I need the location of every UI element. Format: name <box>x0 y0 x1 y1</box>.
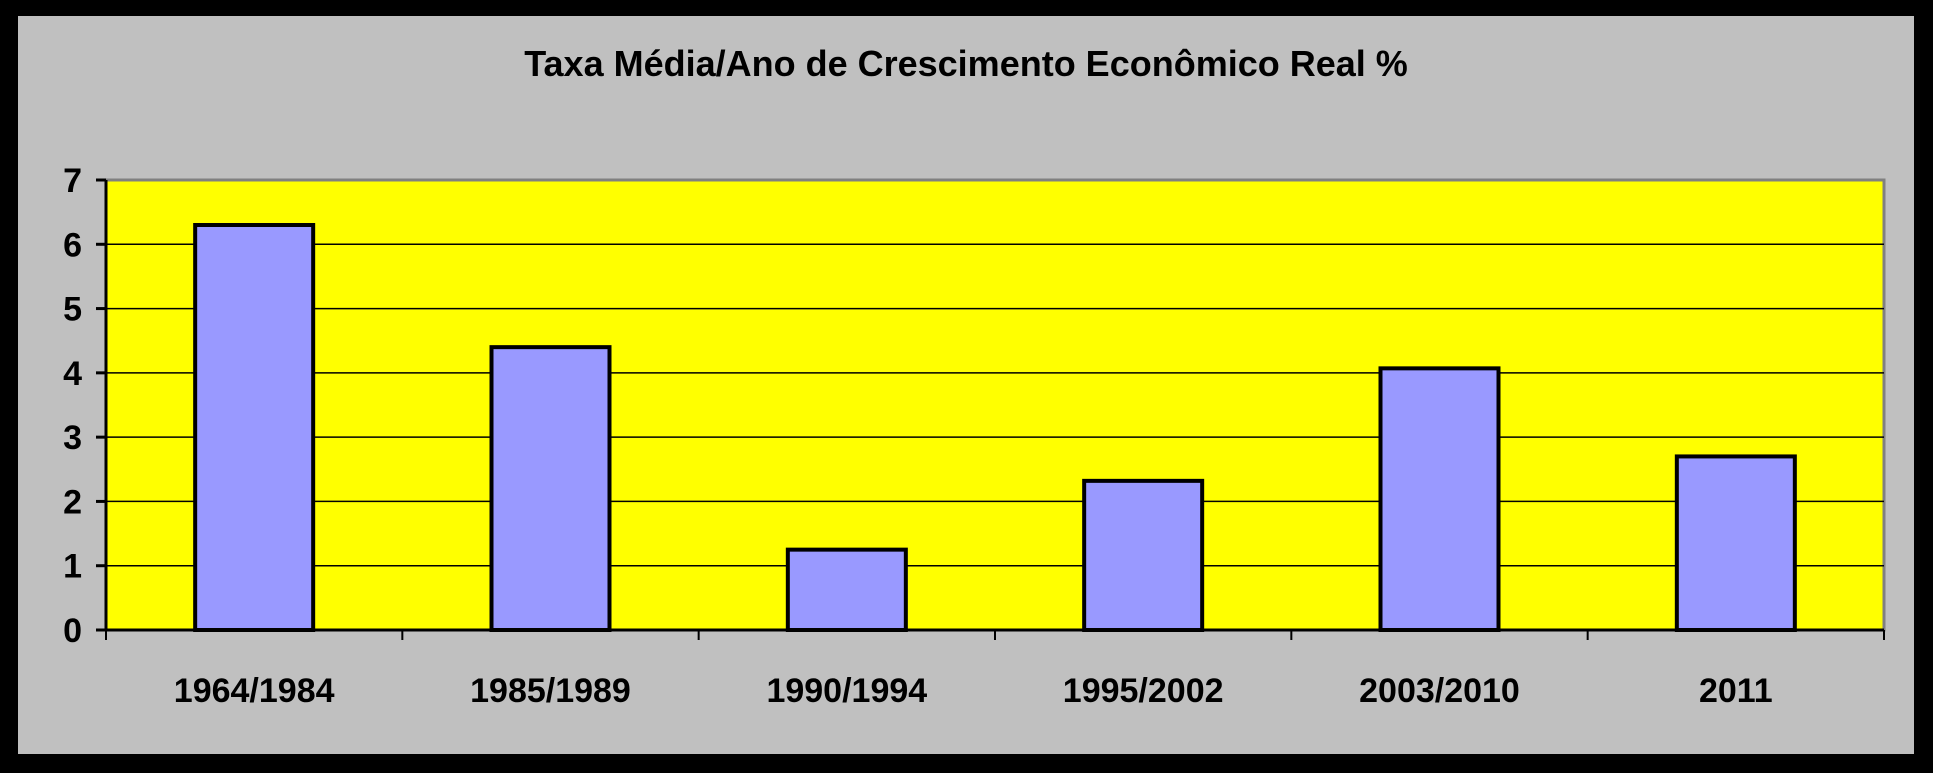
plot-area <box>104 178 1886 632</box>
bar <box>1378 366 1501 632</box>
y-tick-label: 4 <box>63 355 82 393</box>
x-tick-label: 1995/2002 <box>1063 672 1224 710</box>
y-tick-label: 2 <box>63 483 82 521</box>
y-tick-label: 5 <box>63 291 82 329</box>
axes <box>96 178 1885 640</box>
x-tick-labels: 1964/1984 1985/1989 1990/1994 1995/2002 2003… <box>174 672 1773 710</box>
bars <box>193 223 1797 633</box>
x-tick-label: 1990/1994 <box>766 672 927 710</box>
x-tick-label: 1964/1984 <box>174 672 335 710</box>
y-tick-labels: 0 1 2 3 4 5 6 7 <box>63 162 82 650</box>
y-tick-label: 1 <box>63 548 82 586</box>
bar <box>785 547 908 633</box>
chart-area: Taxa Média/Ano de Crescimento Econômico … <box>18 16 1914 754</box>
chart-title: Taxa Média/Ano de Crescimento Econômico … <box>524 43 1408 84</box>
bar <box>1082 478 1205 632</box>
gridlines <box>106 243 1884 567</box>
bar <box>489 345 612 632</box>
x-tick-label: 1985/1989 <box>470 672 631 710</box>
bar <box>193 223 316 632</box>
x-tick-label: 2003/2010 <box>1359 672 1520 710</box>
x-tick-label: 2011 <box>1699 672 1773 710</box>
y-tick-label: 0 <box>63 612 82 650</box>
y-tick-label: 6 <box>63 226 82 264</box>
bar-chart: Taxa Média/Ano de Crescimento Econômico … <box>63 43 1886 710</box>
bar <box>1674 454 1797 632</box>
y-tick-label: 3 <box>63 419 82 457</box>
y-tick-label: 7 <box>63 162 82 200</box>
